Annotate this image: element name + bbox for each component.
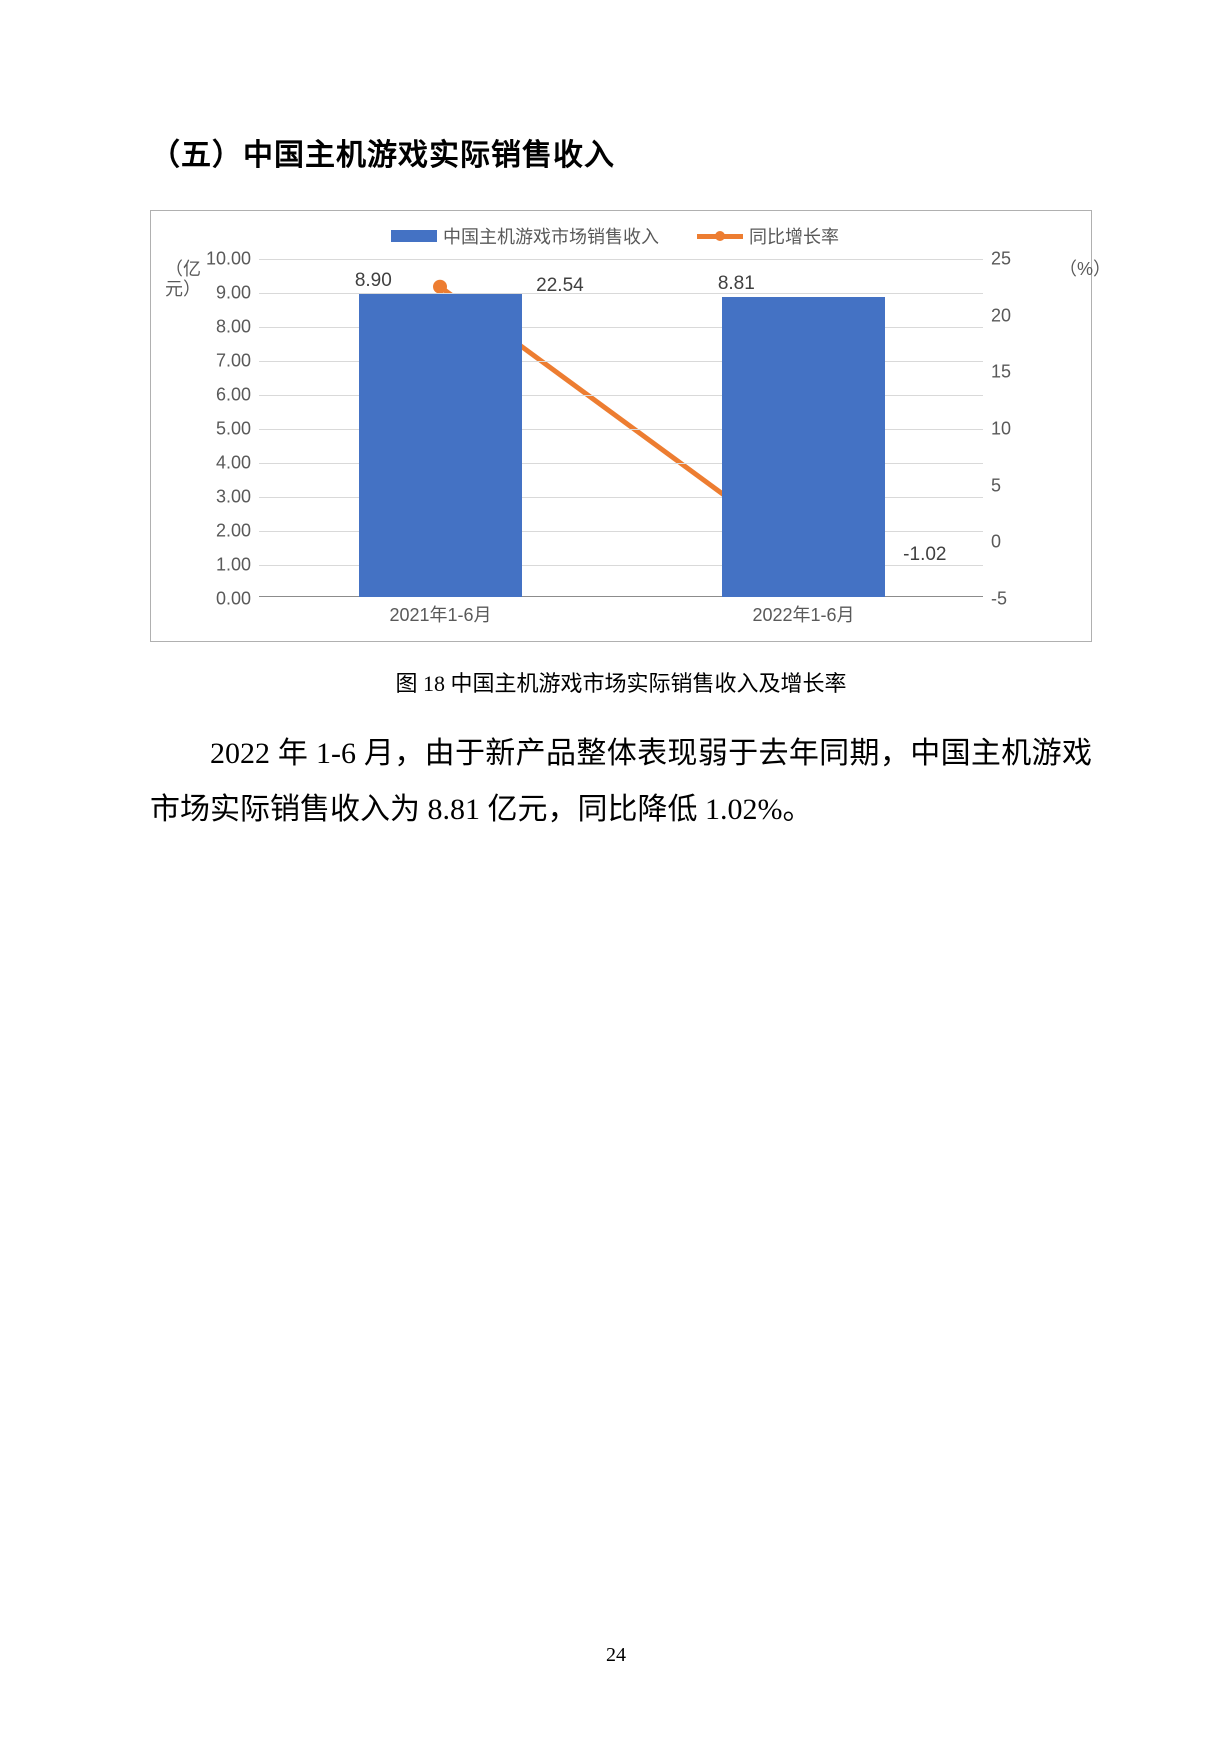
y-right-tick: 0 [991,532,1035,553]
x-tick-label: 2022年1-6月 [752,601,854,627]
plot-area [259,259,983,597]
y-right-tick: 25 [991,249,1035,270]
bar [722,297,885,597]
page-number: 24 [0,1644,1232,1667]
y-left-tick: 5.00 [195,419,251,440]
bar-value-label: 8.81 [718,273,755,295]
legend-bar-swatch [391,230,437,242]
body-line-1: 2022 年 1-6 月，由于新产品整体表现弱于去年同期，中国主机游戏市场实际销… [150,737,1092,826]
y-right-tick: 15 [991,362,1035,383]
y-left-tick: 3.00 [195,487,251,508]
y-left-tick: 4.00 [195,453,251,474]
bar [359,294,522,597]
y-left-tick: 7.00 [195,351,251,372]
section-title: （五）中国主机游戏实际销售收入 [150,130,1092,174]
y-left-tick: 1.00 [195,555,251,576]
y-left-unit: （亿元） [165,259,183,299]
bar-value-label: 8.90 [355,270,392,292]
legend-bar-label: 中国主机游戏市场销售收入 [443,223,659,249]
chart-legend: 中国主机游戏市场销售收入 同比增长率 [391,223,839,249]
y-right-tick: -5 [991,589,1035,610]
legend-line-label: 同比增长率 [749,223,839,249]
y-right-tick: 10 [991,419,1035,440]
y-right-tick: 5 [991,475,1035,496]
gridline [259,259,983,260]
y-left-tick: 9.00 [195,283,251,304]
y-right-unit: （%） [1059,259,1077,279]
x-tick-label: 2021年1-6月 [389,601,491,627]
y-left-tick: 6.00 [195,385,251,406]
console-revenue-chart: 中国主机游戏市场销售收入 同比增长率 （亿元） （%） 0.00 1.00 2.00… [150,210,1092,642]
y-left-tick: 10.00 [195,249,251,270]
y-left-tick: 2.00 [195,521,251,542]
y-left-tick: 0.00 [195,589,251,610]
body-paragraph: 2022 年 1-6 月，由于新产品整体表现弱于去年同期，中国主机游戏市场实际销… [150,726,1092,838]
line-value-label: -1.02 [903,544,946,566]
line-value-label: 22.54 [536,275,584,297]
y-left-tick: 8.00 [195,317,251,338]
chart-caption: 图 18 中国主机游戏市场实际销售收入及增长率 [150,666,1092,698]
y-right-tick: 20 [991,305,1035,326]
legend-line-swatch [697,234,743,239]
